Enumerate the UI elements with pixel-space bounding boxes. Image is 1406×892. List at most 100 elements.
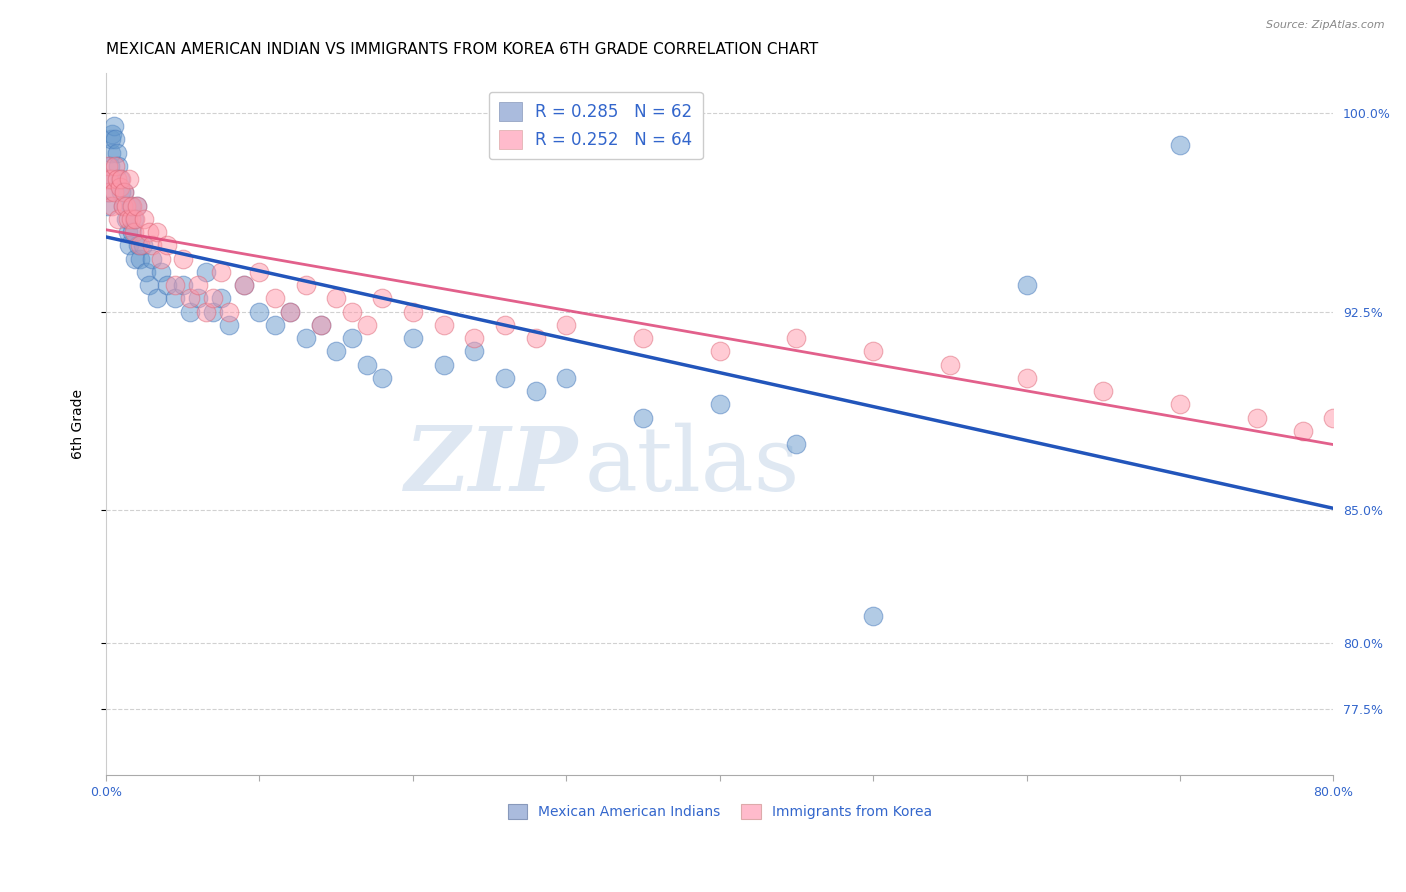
Point xyxy=(709,397,731,411)
Point xyxy=(121,225,143,239)
Point xyxy=(249,304,271,318)
Point xyxy=(104,159,127,173)
Point xyxy=(233,278,256,293)
Point xyxy=(105,172,128,186)
Point xyxy=(309,318,332,332)
Point xyxy=(263,318,285,332)
Point xyxy=(103,186,125,200)
Point xyxy=(125,199,148,213)
Text: atlas: atlas xyxy=(585,423,800,510)
Point xyxy=(145,225,167,239)
Point xyxy=(117,211,139,226)
Point xyxy=(249,265,271,279)
Point xyxy=(128,238,150,252)
Point xyxy=(120,211,142,226)
Point xyxy=(402,304,425,318)
Point xyxy=(172,252,194,266)
Point xyxy=(97,159,120,173)
Point xyxy=(165,278,187,293)
Point xyxy=(105,145,128,160)
Point xyxy=(132,238,155,252)
Point xyxy=(1168,137,1191,152)
Point xyxy=(107,211,129,226)
Point xyxy=(325,292,347,306)
Point xyxy=(114,186,136,200)
Point xyxy=(101,199,124,213)
Point xyxy=(494,318,516,332)
Y-axis label: 6th Grade: 6th Grade xyxy=(72,389,86,459)
Point xyxy=(103,119,125,133)
Point xyxy=(340,304,363,318)
Point xyxy=(121,199,143,213)
Point xyxy=(179,292,201,306)
Point xyxy=(115,199,138,213)
Text: MEXICAN AMERICAN INDIAN VS IMMIGRANTS FROM KOREA 6TH GRADE CORRELATION CHART: MEXICAN AMERICAN INDIAN VS IMMIGRANTS FR… xyxy=(105,42,818,57)
Point xyxy=(555,371,578,385)
Point xyxy=(233,278,256,293)
Point xyxy=(785,437,807,451)
Point xyxy=(156,238,179,252)
Point xyxy=(1292,424,1315,438)
Point xyxy=(432,358,454,372)
Point xyxy=(432,318,454,332)
Legend: Mexican American Indians, Immigrants from Korea: Mexican American Indians, Immigrants fro… xyxy=(502,799,938,825)
Point xyxy=(104,132,127,146)
Point xyxy=(939,358,962,372)
Point xyxy=(128,252,150,266)
Point xyxy=(209,292,232,306)
Point xyxy=(187,278,209,293)
Point xyxy=(108,172,131,186)
Point xyxy=(263,292,285,306)
Point xyxy=(127,238,149,252)
Point xyxy=(97,199,120,213)
Point xyxy=(862,609,884,624)
Point xyxy=(785,331,807,345)
Point xyxy=(463,344,485,359)
Point xyxy=(97,186,120,200)
Point xyxy=(117,225,139,239)
Text: Source: ZipAtlas.com: Source: ZipAtlas.com xyxy=(1267,20,1385,29)
Point xyxy=(110,172,132,186)
Point xyxy=(631,410,654,425)
Point xyxy=(325,344,347,359)
Point xyxy=(138,278,160,293)
Point xyxy=(124,211,146,226)
Point xyxy=(194,304,217,318)
Point xyxy=(278,304,301,318)
Point xyxy=(115,211,138,226)
Point xyxy=(118,172,141,186)
Point xyxy=(118,238,141,252)
Point xyxy=(294,331,316,345)
Point xyxy=(141,252,163,266)
Point xyxy=(1092,384,1115,399)
Point xyxy=(100,132,122,146)
Point xyxy=(371,292,394,306)
Point xyxy=(340,331,363,345)
Point xyxy=(97,172,120,186)
Point xyxy=(134,211,156,226)
Point xyxy=(194,265,217,279)
Point xyxy=(1168,397,1191,411)
Point xyxy=(125,199,148,213)
Point xyxy=(114,186,136,200)
Point xyxy=(135,265,157,279)
Point xyxy=(172,278,194,293)
Point xyxy=(1246,410,1268,425)
Point xyxy=(98,186,121,200)
Point xyxy=(156,278,179,293)
Point xyxy=(111,199,134,213)
Point xyxy=(100,172,122,186)
Point xyxy=(356,318,378,332)
Point xyxy=(862,344,884,359)
Point xyxy=(1015,278,1038,293)
Point xyxy=(138,225,160,239)
Point xyxy=(111,199,134,213)
Point xyxy=(209,265,232,279)
Point xyxy=(165,292,187,306)
Point xyxy=(98,159,121,173)
Point xyxy=(202,304,225,318)
Point xyxy=(218,304,240,318)
Point xyxy=(202,292,225,306)
Point xyxy=(709,344,731,359)
Point xyxy=(309,318,332,332)
